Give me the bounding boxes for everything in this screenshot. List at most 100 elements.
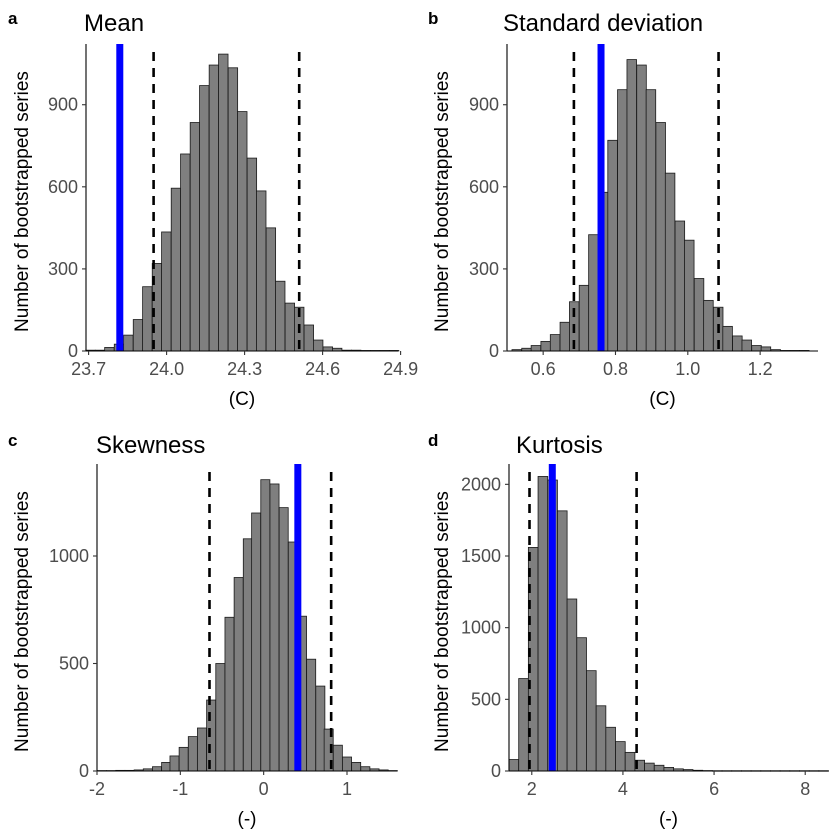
histogram-bar [199, 85, 210, 352]
histogram-bar [269, 483, 280, 772]
histogram-bar [233, 577, 244, 772]
panel-a: a Mean 0 300 600 900 23.7 24.0 24.3 24.6 24.9 (C) Nu… [8, 9, 418, 410]
panel-title: Kurtosis [516, 432, 603, 459]
histogram-bar [559, 321, 571, 352]
histogram-bar [132, 319, 144, 352]
histogram-bar [684, 239, 695, 352]
histogram-bar [284, 302, 295, 352]
histogram-bar [123, 334, 134, 352]
histogram-bar [586, 670, 597, 772]
histogram-bar [360, 766, 371, 772]
x-tick-label: 6 [709, 779, 719, 799]
y-tick-label: 0 [79, 761, 89, 781]
panel-b: b Standard deviation 0 300 600 900 0.6 0.8 1.0 1.… [428, 9, 818, 410]
histogram-bar [189, 122, 201, 352]
histogram-bar [246, 157, 258, 352]
y-tick-label: 2000 [461, 474, 501, 494]
y-tick-label: 600 [469, 177, 499, 197]
histogram-bar [760, 346, 772, 352]
x-axis-title: (C) [229, 389, 255, 410]
panel-letter-c: c [8, 431, 17, 450]
panel-title: Standard deviation [503, 10, 703, 37]
x-tick-label: -1 [172, 779, 188, 799]
histogram-bar [527, 547, 539, 772]
x-tick-label: -2 [89, 779, 105, 799]
histogram-bar [645, 89, 657, 352]
x-axis-title: (-) [659, 809, 678, 830]
x-tick-label: 1.0 [675, 359, 700, 379]
histogram-bar [703, 299, 714, 352]
y-tick-label: 0 [489, 341, 499, 361]
histogram-bar [256, 190, 267, 352]
histogram-bar [303, 324, 314, 352]
panel-title: Mean [84, 10, 144, 37]
histogram-bar [170, 187, 182, 352]
histogram-bar [540, 341, 551, 352]
histogram-bar [161, 231, 172, 352]
histogram-bar [224, 616, 235, 772]
x-tick-label: 24.0 [149, 359, 184, 379]
histogram-bars [508, 476, 829, 772]
histogram-bars [97, 479, 398, 772]
histogram-bar [722, 325, 733, 352]
y-tick-label: 1000 [461, 618, 501, 638]
panel-letter-d: d [428, 431, 438, 450]
histogram-bar [624, 751, 636, 772]
histogram-bars [85, 53, 400, 352]
histogram-bar [242, 538, 253, 772]
histogram-bar [251, 512, 262, 772]
histogram-bar [607, 139, 618, 352]
y-axis-title: Number of bootstrapped series [432, 71, 453, 332]
x-axis-title: (-) [238, 809, 257, 830]
histogram-bar [208, 64, 220, 352]
histogram-bar [342, 756, 352, 772]
y-tick-label: 300 [48, 259, 78, 279]
histogram-bar [576, 637, 587, 772]
histogram-bar [215, 663, 226, 772]
histogram-bar [578, 284, 590, 352]
x-tick-label: 8 [800, 779, 810, 799]
histogram-bar [732, 335, 743, 352]
histogram-bar [187, 736, 198, 772]
histogram-bar [751, 345, 762, 352]
histogram-bar [615, 741, 626, 772]
x-tick-label: 24.9 [383, 359, 418, 379]
y-tick-label: 0 [68, 341, 78, 361]
histogram-bar [332, 744, 343, 772]
histogram-bar [322, 346, 333, 352]
histogram-bar [206, 699, 217, 772]
y-tick-label: 900 [48, 95, 78, 115]
x-tick-label: 24.6 [305, 359, 340, 379]
histogram-bar [741, 339, 752, 352]
histogram-bar [530, 345, 542, 352]
histogram-bar [617, 89, 628, 352]
panel-d: d Kurtosis 0 500 1000 1500 2000 2 4 6 8 (-) Number o… [428, 431, 829, 830]
histogram-bar [693, 278, 705, 352]
histogram-bar [260, 479, 271, 772]
histogram-bar [237, 111, 248, 352]
histogram-bar [306, 658, 317, 772]
y-tick-label: 0 [491, 761, 501, 781]
histogram-bar [636, 64, 647, 352]
histogram-bar [644, 762, 655, 772]
histogram-bar [595, 705, 607, 772]
x-axis-title: (C) [649, 389, 675, 410]
histogram-bar [178, 746, 189, 772]
histogram-bar [351, 762, 362, 772]
histogram-bar [227, 67, 239, 352]
histogram-bar [518, 678, 529, 772]
y-tick-label: 1000 [49, 546, 89, 566]
y-axis-title: Number of bootstrapped series [12, 491, 33, 752]
x-tick-label: 24.3 [227, 359, 262, 379]
x-tick-label: 0.6 [531, 359, 556, 379]
panel-title: Skewness [96, 432, 205, 459]
y-tick-label: 500 [471, 689, 501, 709]
histogram-bar [664, 172, 676, 352]
histogram-bar [674, 220, 686, 352]
x-tick-label: 4 [618, 779, 628, 799]
x-tick-label: 0.8 [603, 359, 628, 379]
histogram-bar [626, 59, 637, 352]
histogram-bar [549, 334, 561, 352]
y-tick-label: 1500 [461, 546, 501, 566]
histogram-bar [265, 227, 277, 352]
